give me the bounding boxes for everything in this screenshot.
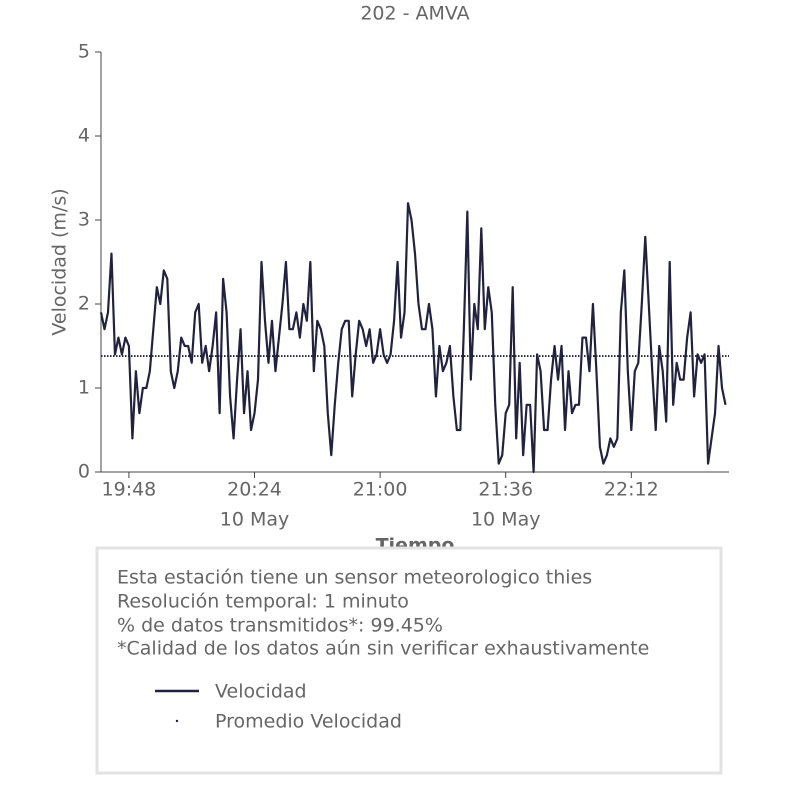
info-text: *Calidad de los datos aún sin verificar … <box>117 638 649 660</box>
info-box <box>95 546 723 775</box>
legend-swatch <box>175 719 179 723</box>
info-text: Resolución temporal: 1 minuto <box>117 591 409 613</box>
y-tick-label: 2 <box>78 293 90 315</box>
x-tick-label: 19:48 <box>102 479 157 501</box>
x-tick-date: 10 May <box>220 509 290 531</box>
y-tick-label: 1 <box>78 377 90 399</box>
info-text: Esta estación tiene un sensor meteorolog… <box>117 567 592 589</box>
y-tick-label: 4 <box>78 125 90 147</box>
info-text: % de datos transmitidos*: 99.45% <box>117 615 443 637</box>
legend-label: Velocidad <box>215 681 307 703</box>
x-tick-label: 21:00 <box>353 479 408 501</box>
y-axis-label: Velocidad (m/s) <box>49 188 71 335</box>
legend-label: Promedio Velocidad <box>215 711 402 733</box>
x-tick-label: 21:36 <box>478 479 533 501</box>
x-tick-date: 10 May <box>471 509 541 531</box>
x-tick-label: 20:24 <box>227 479 282 501</box>
chart-title: 202 - AMVA <box>360 3 469 25</box>
x-tick-label: 22:12 <box>604 479 659 501</box>
y-tick-label: 5 <box>78 41 90 63</box>
y-tick-label: 0 <box>78 461 90 483</box>
y-tick-label: 3 <box>78 209 90 231</box>
series-line <box>99 202 727 474</box>
